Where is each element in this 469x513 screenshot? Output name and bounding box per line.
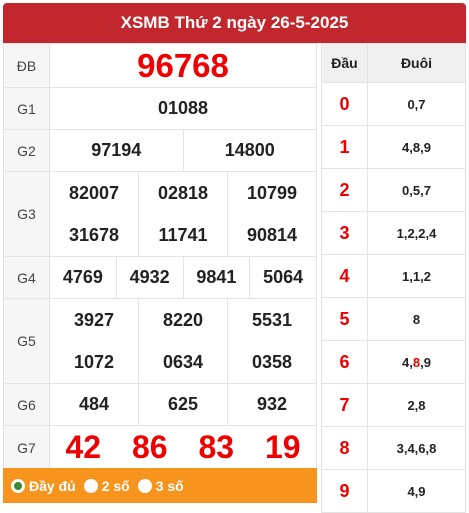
prize-row-db: ĐB 96768: [3, 43, 317, 88]
loto-head: 4: [321, 254, 368, 298]
loto-tails: 3,4,6,8: [367, 426, 466, 470]
prize-label: G1: [3, 87, 50, 130]
loto-tails: 4,8,9: [367, 125, 466, 169]
prize-number: 1072: [73, 351, 115, 372]
loto-tail-part: ,9: [420, 354, 431, 370]
prize-number: 11741: [138, 214, 227, 256]
loto-row: 9 4,9: [321, 469, 466, 513]
option-2-digits[interactable]: 2 số: [83, 477, 130, 494]
prize-row-g3: G3 82007 02818 10799 31678 11741 90814: [3, 171, 317, 257]
loto-head: 1: [321, 125, 368, 169]
loto-row: 0 0,7: [321, 82, 466, 126]
prize-row-g7: G7 42 86 83 19: [3, 425, 317, 470]
prize-number-db: 96768: [49, 43, 317, 88]
loto-head: 7: [321, 383, 368, 427]
loto-head: 2: [321, 168, 368, 212]
loto-tail-special: 8: [412, 354, 421, 370]
prize-row-g5: G5 3927 8220 5531 1072 0634 0358: [3, 298, 317, 384]
prize-row-g6: G6 484 625 932: [3, 383, 317, 426]
prize-label: G5: [3, 298, 50, 384]
prize-number: 4932: [115, 257, 183, 298]
loto-head: 8: [321, 426, 368, 470]
loto-row: 1 4,8,9: [321, 125, 466, 169]
prize-number: 3927: [73, 309, 115, 330]
loto-tails: 2,8: [367, 383, 466, 427]
loto-header-row: Đầu Đuôi: [321, 43, 466, 83]
radio-unchecked-icon[interactable]: [137, 478, 152, 493]
prize-number: 4769: [62, 267, 103, 287]
prize-label: G7: [3, 425, 50, 470]
loto-head: 0: [321, 82, 368, 126]
prize-number: 14800: [182, 130, 317, 171]
prize-number-g7: 19: [264, 429, 301, 465]
loto-head: 5: [321, 297, 368, 341]
prize-label: G3: [3, 171, 50, 257]
prize-number: 82007: [68, 182, 120, 203]
option-label: 3 số: [155, 477, 184, 494]
loto-head: 9: [321, 469, 368, 513]
radio-checked-icon[interactable]: [11, 478, 25, 493]
prize-number: 484: [78, 394, 110, 414]
loto-row: 3 1,2,2,4: [321, 211, 466, 255]
loto-tails: 4,8,9: [367, 340, 466, 384]
prize-number: 01088: [49, 87, 317, 130]
loto-table: Đầu Đuôi 0 0,7 1 4,8,9 2 0,5,7 3 1,2,2,4 4 1,…: [321, 43, 466, 513]
prize-number: 5064: [249, 257, 316, 298]
prize-number: 0634: [138, 341, 227, 383]
loto-row: 2 0,5,7: [321, 168, 466, 212]
prize-number: 10799: [227, 172, 316, 214]
loto-row: 8 3,4,6,8: [321, 426, 466, 470]
prize-number: 5531: [227, 299, 316, 341]
prize-table: ĐB 96768 G1 01088 G2 97194 14800 G3 8200…: [3, 43, 317, 470]
loto-head: 3: [321, 211, 368, 255]
prize-number: 932: [227, 384, 316, 425]
prize-label: G2: [3, 129, 50, 172]
prize-number: 90814: [227, 214, 316, 256]
prize-number: 31678: [68, 224, 120, 245]
loto-head: 6: [321, 340, 368, 384]
option-full[interactable]: Đầy đủ: [11, 478, 76, 494]
option-label: Đầy đủ: [29, 477, 76, 494]
loto-tails: 4,9: [367, 469, 466, 513]
option-label: 2 số: [101, 477, 130, 494]
prize-number-g7: 86: [131, 429, 168, 465]
prize-row-g4: G4 4769 4932 9841 5064: [3, 256, 317, 299]
prize-number: 625: [138, 384, 227, 425]
radio-unchecked-icon[interactable]: [83, 478, 98, 493]
loto-row: 7 2,8: [321, 383, 466, 427]
prize-number: 02818: [138, 172, 227, 214]
prize-label: G4: [3, 256, 50, 299]
prize-number: 9841: [182, 257, 250, 298]
result-title: XSMB Thứ 2 ngày 26-5-2025: [3, 3, 466, 43]
tail-column-title: Đuôi: [367, 43, 466, 83]
loto-tails: 0,7: [367, 82, 466, 126]
prize-label: ĐB: [3, 43, 50, 88]
loto-tail-part: 4,: [402, 354, 413, 370]
loto-tails: 1,1,2: [367, 254, 466, 298]
prize-label: G6: [3, 383, 50, 426]
prize-number: 8220: [138, 299, 227, 341]
option-3-digits[interactable]: 3 số: [137, 477, 184, 494]
head-column-title: Đầu: [321, 43, 368, 83]
prize-number: 0358: [227, 341, 316, 383]
prize-row-g1: G1 01088: [3, 87, 317, 130]
loto-row: 4 1,1,2: [321, 254, 466, 298]
display-mode-bar: Đầy đủ 2 số 3 số: [3, 468, 317, 503]
loto-tails: 1,2,2,4: [367, 211, 466, 255]
prize-number-g7: 42: [65, 429, 102, 465]
loto-row: 6 4,8,9: [321, 340, 466, 384]
loto-tails: 8: [367, 297, 466, 341]
loto-tails: 0,5,7: [367, 168, 466, 212]
prize-number-g7: 83: [198, 429, 235, 465]
prize-number: 97194: [91, 140, 142, 160]
prize-row-g2: G2 97194 14800: [3, 129, 317, 172]
